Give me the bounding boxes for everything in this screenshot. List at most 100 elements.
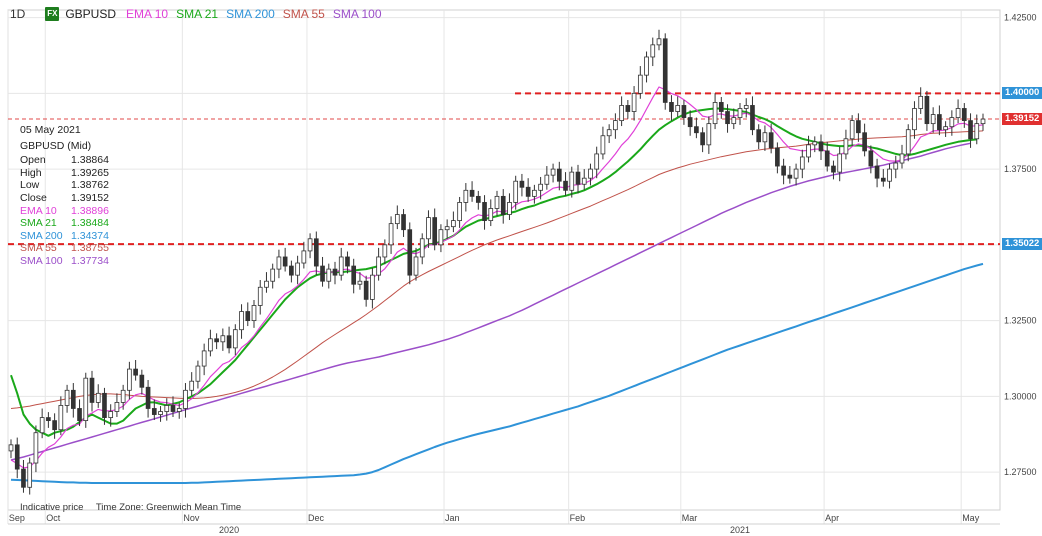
symbol-label[interactable]: GBPUSD (65, 7, 117, 21)
candle (937, 105, 942, 136)
ema10-line (10, 86, 984, 469)
candle-body (46, 417, 51, 422)
candle-body (270, 268, 276, 282)
x-month-label: Sep (9, 513, 25, 523)
candle-body (637, 74, 643, 94)
candle (849, 115, 855, 147)
candle (332, 261, 338, 285)
candle-body (662, 38, 668, 103)
candle-body (282, 256, 288, 267)
candle (837, 146, 843, 182)
candle (843, 129, 849, 160)
candle (463, 183, 469, 212)
info-row: High 1.39265 (20, 167, 109, 180)
x-month-label: Dec (308, 513, 325, 523)
x-axis: Sep Oct Nov Dec Jan Feb Mar Apr May 2020 2021 (8, 513, 1000, 535)
plot-frame (7, 9, 1001, 511)
info-label: SMA 100 (20, 254, 63, 267)
candle-body (158, 411, 163, 415)
candle-body (394, 214, 400, 225)
candle (8, 439, 14, 459)
price-tag-support: 1.35022 (1002, 238, 1042, 251)
indicator-ema10[interactable]: EMA 10 (126, 7, 169, 21)
info-label: SMA 200 (20, 229, 63, 242)
candle-body (77, 408, 82, 422)
x-month-label: Apr (825, 513, 839, 523)
candle (687, 110, 693, 136)
candle-body (644, 56, 649, 76)
candle (226, 326, 232, 354)
candle-body (357, 280, 363, 285)
candle (170, 396, 176, 417)
candle-body (95, 392, 101, 403)
candle-body (102, 392, 107, 418)
x-year-label: 2021 (730, 525, 750, 535)
chart-header: 1D FX GBPUSD EMA 10 SMA 21 SMA 200 SMA 5… (4, 4, 384, 24)
candle (600, 126, 606, 160)
footer-note: Indicative price Time Zone: Greenwich Me… (20, 502, 251, 513)
candle-body (937, 114, 942, 131)
candle (968, 113, 973, 148)
candle (432, 208, 438, 251)
candle (95, 384, 101, 408)
candle-body (145, 386, 151, 409)
candle (114, 393, 120, 417)
sma100-line (10, 142, 971, 461)
candle-body (338, 256, 344, 276)
candle-body (600, 135, 606, 155)
candle-body (775, 147, 780, 167)
indicator-sma55[interactable]: SMA 55 (282, 7, 325, 21)
candle (102, 387, 107, 425)
candle-body (569, 171, 575, 191)
candle (831, 160, 836, 180)
candle (388, 216, 394, 254)
candle (438, 224, 444, 253)
candle (980, 113, 986, 131)
candle (700, 127, 705, 153)
timeframe-label[interactable]: 1D (10, 7, 26, 21)
info-label: SMA 21 (20, 217, 57, 230)
indicator-sma200[interactable]: SMA 200 (226, 7, 275, 21)
candle-body (793, 168, 799, 179)
candle (955, 99, 961, 124)
candle-body (974, 123, 980, 140)
candle (949, 110, 955, 136)
candle (787, 166, 793, 184)
candle (818, 134, 824, 160)
candle-body (376, 256, 381, 276)
y-tick-label: 1.32500 (1004, 316, 1037, 326)
candle-body (326, 268, 332, 282)
candle (637, 66, 643, 99)
candle-body (426, 217, 431, 240)
indicator-sma100[interactable]: SMA 100 (332, 7, 382, 21)
candle-body (21, 468, 26, 488)
candle-body (226, 335, 232, 349)
info-value: 1.34374 (71, 229, 109, 242)
indicator-sma21[interactable]: SMA 21 (176, 7, 219, 21)
candle (706, 116, 712, 154)
candle-body (968, 120, 973, 140)
candle-body (164, 405, 170, 412)
candle-body (905, 129, 911, 155)
candle-body (525, 186, 531, 197)
candle-body (669, 102, 674, 112)
candle (151, 399, 157, 420)
candle-body (500, 195, 506, 215)
candle (824, 141, 830, 172)
info-value: 1.38755 (71, 242, 109, 255)
candle-body (750, 105, 755, 131)
candle (232, 324, 238, 356)
candle (519, 173, 525, 197)
candle (282, 247, 288, 272)
candle (363, 275, 369, 307)
candle (594, 146, 600, 179)
candle-body (513, 180, 519, 203)
candle (887, 163, 892, 189)
candle-body (538, 183, 543, 191)
candle (930, 107, 936, 133)
candle-body (70, 389, 76, 409)
candle-body (276, 256, 282, 270)
candle-body (806, 144, 811, 158)
grid (7, 9, 1001, 524)
